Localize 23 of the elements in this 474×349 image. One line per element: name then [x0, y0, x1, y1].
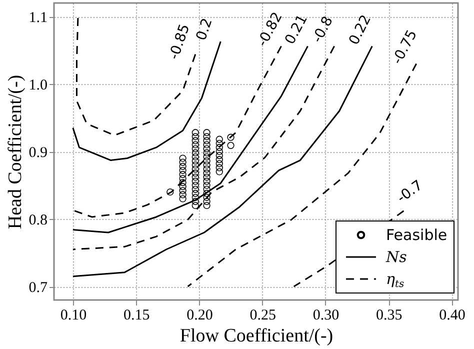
- y-tick-label: 1.1: [28, 10, 48, 26]
- x-tick-label: 0.40: [439, 308, 466, 324]
- annotation: -0.8: [310, 14, 336, 46]
- annotation: -0.7: [394, 177, 426, 206]
- x-tick-label: 0.25: [250, 308, 276, 324]
- legend-label: Ns: [385, 248, 408, 266]
- x-tick-label: 0.15: [123, 308, 150, 324]
- y-tick-label: 1.0: [28, 78, 48, 94]
- y-axis-title: Head Coefficient/(-): [4, 74, 26, 230]
- legend-label: Feasible: [386, 226, 448, 244]
- x-tick-label: 0.30: [312, 308, 340, 324]
- annotation: 0.2: [194, 16, 216, 43]
- x-axis-title: Flow Coefficient/(-): [180, 326, 334, 346]
- x-tick-label: 0.20: [186, 308, 213, 324]
- line-series: [76, 16, 196, 136]
- x-tick-label: 0.10: [60, 308, 87, 324]
- annotation: 0.22: [346, 12, 374, 48]
- x-tick-label: 0.35: [376, 308, 402, 324]
- y-tick-label: 0.8: [28, 212, 48, 228]
- y-tick-label: 0.9: [28, 145, 48, 161]
- y-tick-label: 0.7: [28, 280, 48, 296]
- annotation: -0.75: [390, 28, 421, 68]
- annotation: -0.85: [166, 22, 194, 62]
